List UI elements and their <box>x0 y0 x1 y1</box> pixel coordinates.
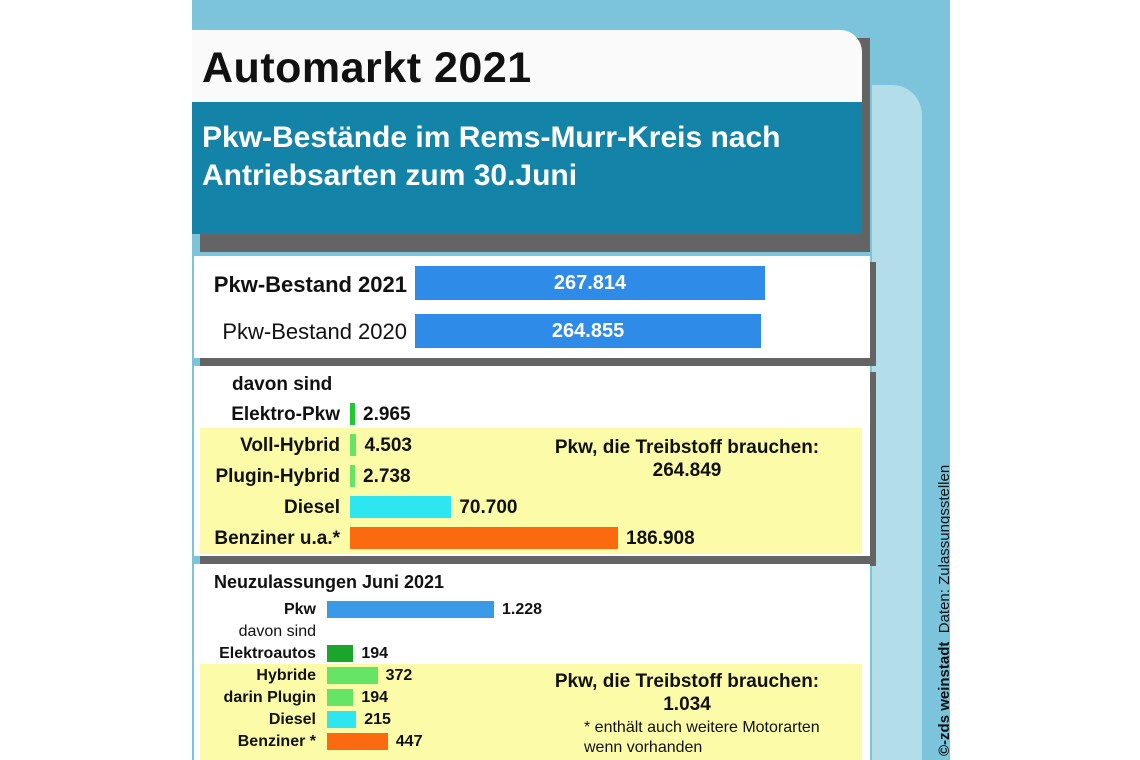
plugin-hybrid-value: 2.738 <box>363 466 411 487</box>
elektro-pkw-value: 2.965 <box>363 404 411 425</box>
credit: ©-zds weinstadt Daten: Zulassungsstellen <box>936 465 950 756</box>
bestand-2020-label: Pkw-Bestand 2020 <box>222 319 407 344</box>
neu-davon-sind: davon sind <box>238 623 316 640</box>
fuel-note: Pkw, die Treibstoff brauchen: 264.849 <box>532 436 842 482</box>
credit-brand: ©-zds weinstadt <box>936 641 950 756</box>
benziner-value: 186.908 <box>626 528 695 549</box>
infographic: Automarkt 2021 Pkw-Bestände im Rems-Murr… <box>192 0 950 760</box>
footnote-line-1: * enthält auch weitere Motorarten <box>584 719 820 736</box>
voll-hybrid-value: 4.503 <box>364 435 412 456</box>
plugin-hybrid-label: Plugin-Hybrid <box>215 466 340 487</box>
neu-fuel-note: Pkw, die Treibstoff brauchen: 1.034 <box>532 670 842 716</box>
title-box <box>192 30 862 102</box>
bestand-2020-value: 264.855 <box>551 320 625 342</box>
neu-elektroautos-bar <box>327 645 354 662</box>
neu-plugin-label: darin Plugin <box>223 689 316 706</box>
neu-pkw-label: Pkw <box>283 601 316 618</box>
neu-diesel-label: Diesel <box>268 711 316 728</box>
bestand-2021-value: 267.814 <box>553 272 627 294</box>
neuzulassungen-heading: Neuzulassungen Juni 2021 <box>214 572 445 592</box>
diesel-value: 70.700 <box>459 497 518 518</box>
bestand-2021-bar <box>415 266 765 300</box>
neu-hybride-value: 372 <box>385 667 413 684</box>
page-subtitle: Pkw-Bestände im Rems-Murr-Kreis nach Ant… <box>202 119 842 195</box>
neu-fuel-note-value: 1.034 <box>663 694 711 715</box>
page-title: Automarkt 2021 <box>202 44 532 92</box>
neu-benziner-bar <box>327 733 388 750</box>
fuel-note-text: Pkw, die Treibstoff brauchen: <box>554 437 820 458</box>
elektro-pkw-bar <box>350 403 355 425</box>
fuel-note-value: 264.849 <box>652 460 722 481</box>
neu-diesel-bar <box>327 711 357 728</box>
footnote-line-2: wenn vorhanden <box>584 739 703 756</box>
credit-source: Daten: Zulassungsstellen <box>936 464 950 634</box>
neu-diesel-value: 215 <box>364 711 391 728</box>
diesel-label: Diesel <box>284 497 340 518</box>
neu-hybride-bar <box>327 667 378 684</box>
neu-pkw-bar <box>327 601 494 618</box>
neu-benziner-label: Benziner * <box>237 733 316 750</box>
neu-hybride-label: Hybride <box>256 667 316 684</box>
plugin-hybrid-bar <box>350 465 355 487</box>
bestand-2020-bar <box>415 314 762 348</box>
antriebsarten-heading: davon sind <box>232 374 333 395</box>
bestand-2021-label: Pkw-Bestand 2021 <box>213 272 407 297</box>
voll-hybrid-bar <box>350 434 357 456</box>
neu-benziner-value: 447 <box>395 733 423 750</box>
elektro-pkw-label: Elektro-Pkw <box>231 404 340 425</box>
subtitle-band <box>192 102 862 234</box>
neu-elektroautos-value: 194 <box>361 645 389 662</box>
diesel-bar <box>350 496 452 518</box>
voll-hybrid-label: Voll-Hybrid <box>240 435 340 456</box>
footnote: * enthält auch weitere Motorarten wenn v… <box>584 718 820 758</box>
benziner-label: Benziner u.a.* <box>214 528 340 549</box>
neu-fuel-highlight <box>200 664 862 760</box>
subtitle-line-1: Pkw-Bestände im Rems-Murr-Kreis nach <box>202 121 781 154</box>
subtitle-line-2: Antriebsarten zum 30.Juni <box>202 159 578 192</box>
decorative-strip <box>872 85 922 760</box>
neu-pkw-value: 1.228 <box>502 601 543 618</box>
neu-fuel-note-text: Pkw, die Treibstoff brauchen: <box>554 671 820 692</box>
neu-elektroautos-label: Elektroautos <box>219 645 316 662</box>
neu-plugin-value: 194 <box>361 689 389 706</box>
benziner-bar <box>350 527 618 549</box>
neu-plugin-bar <box>327 689 354 706</box>
